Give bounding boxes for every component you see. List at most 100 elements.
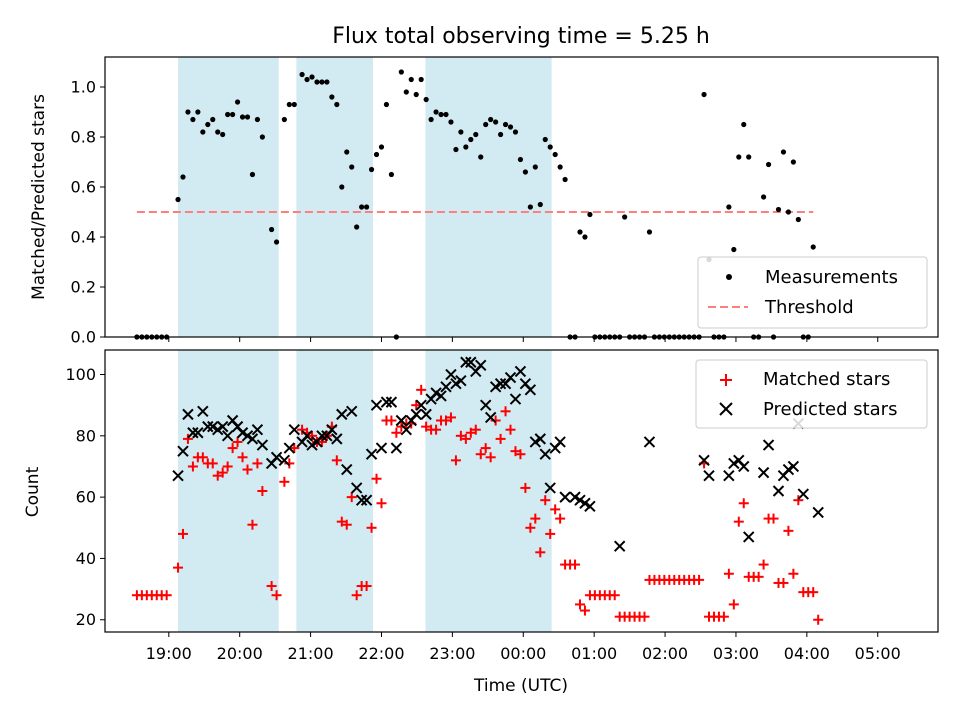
predicted-star-point — [524, 384, 537, 396]
measurement-point — [180, 174, 186, 180]
matched-star-point — [520, 482, 531, 493]
measurement-point — [522, 169, 528, 175]
matched-star-point — [753, 571, 764, 582]
predicted-star-point — [539, 448, 551, 460]
measurement-point — [458, 129, 464, 135]
top-y-ticks: 0.0 0.2 0.4 0.6 0.8 1.0 — [71, 78, 105, 347]
predicted-star-point — [221, 430, 234, 442]
matched-star-point — [485, 452, 496, 463]
measurement-point — [502, 121, 509, 128]
measurement-point — [319, 79, 325, 85]
matched-star-point — [475, 449, 486, 460]
measurement-point — [378, 144, 385, 150]
measurement-point — [205, 121, 211, 128]
measurement-point — [354, 224, 360, 230]
top-legend: Measurements Threshold — [697, 256, 928, 329]
measurement-point — [587, 211, 593, 218]
measurement-point — [185, 109, 191, 115]
matched-star-point — [284, 458, 295, 469]
measurement-point — [225, 111, 231, 118]
x-tick-label: 03:00 — [713, 644, 759, 663]
predicted-star-point — [341, 463, 353, 476]
matched-star-point — [525, 522, 536, 533]
predicted-star-point — [420, 408, 432, 421]
bottom-shaded-spans — [178, 350, 552, 632]
measurement-point — [215, 129, 221, 135]
y-tick-label: 60 — [76, 488, 96, 507]
measurement-point — [448, 119, 454, 125]
matched-star-point — [257, 486, 268, 496]
predicted-star-point — [504, 371, 517, 384]
legend-dot-marker — [726, 274, 732, 280]
predicted-star-point — [787, 460, 800, 473]
x-axis-label: Time (UTC) — [473, 676, 568, 696]
predicted-star-point — [494, 378, 507, 390]
x-tick-label: 20:00 — [217, 644, 263, 663]
matched-star-point — [431, 424, 442, 435]
measurement-point — [795, 216, 801, 223]
chart-title: Flux total observing time = 5.25 h — [332, 24, 710, 49]
measurement-point — [286, 101, 292, 108]
measurement-point — [453, 146, 459, 153]
matched-star-point — [768, 513, 779, 524]
predicted-star-point — [698, 454, 710, 467]
predicted-star-point — [395, 414, 408, 427]
measurement-point — [785, 209, 792, 215]
matched-star-point — [639, 611, 650, 622]
matched-star-point — [341, 519, 352, 530]
predicted-star-point — [390, 442, 403, 454]
measurement-point — [344, 149, 350, 155]
predicted-star-point — [182, 408, 194, 421]
measurement-point — [562, 176, 568, 183]
matched-star-point — [316, 436, 327, 447]
bottom-plot: 20 40 60 80 100 19:00 20:00 21:00 22:00 23:00 00:… — [23, 349, 939, 696]
predicted-star-point — [370, 399, 383, 411]
measurement-point — [244, 114, 251, 120]
measurement-point — [622, 214, 628, 220]
matched-star-point — [361, 581, 372, 592]
bottom-x-ticks: 19:00 20:00 21:00 22:00 23:00 00:00 01:00 02:00… — [146, 632, 901, 663]
matched-star-point — [445, 412, 456, 423]
measurement-point — [339, 184, 345, 190]
measurement-point — [359, 204, 365, 210]
predicted-star-point — [643, 436, 656, 448]
matched-star-point — [376, 498, 387, 509]
y-tick-label: 0.0 — [71, 328, 96, 347]
predicted-star-point — [365, 448, 378, 460]
matched-star-point — [505, 424, 516, 435]
measurement-point — [483, 121, 489, 128]
matched-star-point — [289, 443, 300, 454]
y-tick-label: 1.0 — [71, 78, 96, 97]
measurement-point — [741, 121, 747, 128]
measurement-point — [418, 76, 424, 83]
matched-star-point — [271, 590, 282, 601]
predicted-star-point — [509, 393, 522, 405]
y-tick-label: 0.2 — [71, 278, 96, 297]
measurement-point — [438, 111, 444, 118]
predicted-star-point — [288, 423, 300, 436]
predicted-star-point — [514, 365, 527, 378]
measurement-point — [234, 99, 241, 105]
measurement-point — [731, 246, 737, 253]
measurement-point — [775, 206, 782, 213]
matched-star-point — [247, 519, 258, 530]
measurement-point — [746, 154, 752, 160]
x-tick-label: 04:00 — [784, 644, 830, 663]
matched-star-point — [555, 513, 566, 524]
predicted-star-point — [316, 430, 328, 442]
matched-star-point — [733, 516, 744, 527]
matched-star-point — [207, 458, 218, 469]
matched-star-point — [758, 559, 769, 570]
measurement-point — [291, 101, 297, 108]
matched-star-point — [232, 436, 243, 447]
measurement-point — [363, 204, 370, 210]
y-tick-label: 20 — [76, 610, 96, 629]
measurement-point — [210, 116, 216, 123]
bottom-y-ticks: 20 40 60 80 100 — [65, 365, 105, 629]
measurement-point — [701, 91, 707, 98]
legend-label-measurements: Measurements — [765, 267, 898, 288]
y-tick-label: 40 — [76, 549, 96, 568]
predicted-star-point — [192, 427, 204, 439]
predicted-star-point — [534, 433, 546, 445]
